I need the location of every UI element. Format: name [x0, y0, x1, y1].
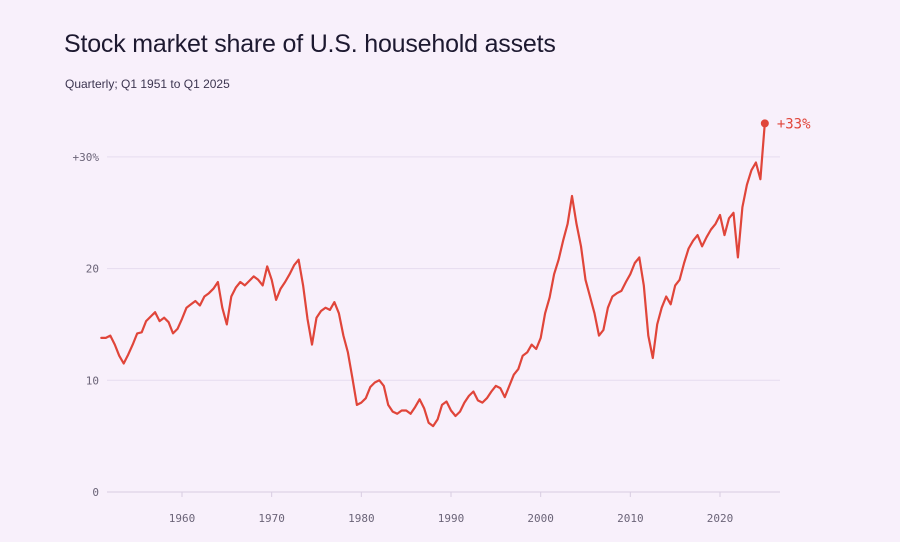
x-tick-label: 1980 — [348, 512, 375, 525]
y-tick-label: +30% — [73, 151, 100, 164]
chart-title: Stock market share of U.S. household ass… — [64, 30, 556, 58]
x-tick-label: 2000 — [527, 512, 554, 525]
x-tick-label: 2020 — [707, 512, 734, 525]
x-tick-label: 2010 — [617, 512, 644, 525]
chart-subtitle: Quarterly; Q1 1951 to Q1 2025 — [65, 77, 230, 91]
x-tick-label: 1970 — [258, 512, 285, 525]
gridlines — [107, 156, 780, 493]
series-layer: +33% — [100, 116, 811, 428]
x-tick-label: 1990 — [438, 512, 465, 525]
x-tick-label: 1960 — [169, 512, 196, 525]
y-tick-label: 0 — [92, 486, 99, 499]
series-end-point — [760, 119, 769, 128]
series-line — [100, 122, 766, 428]
y-tick-label: 10 — [86, 374, 99, 387]
y-tick-label: 20 — [86, 263, 99, 276]
axis-ticks: 0 10 20 +30% 1960 1970 1980 1990 2000 2010 2020 — [73, 151, 734, 525]
end-value-label: +33% — [777, 116, 811, 132]
